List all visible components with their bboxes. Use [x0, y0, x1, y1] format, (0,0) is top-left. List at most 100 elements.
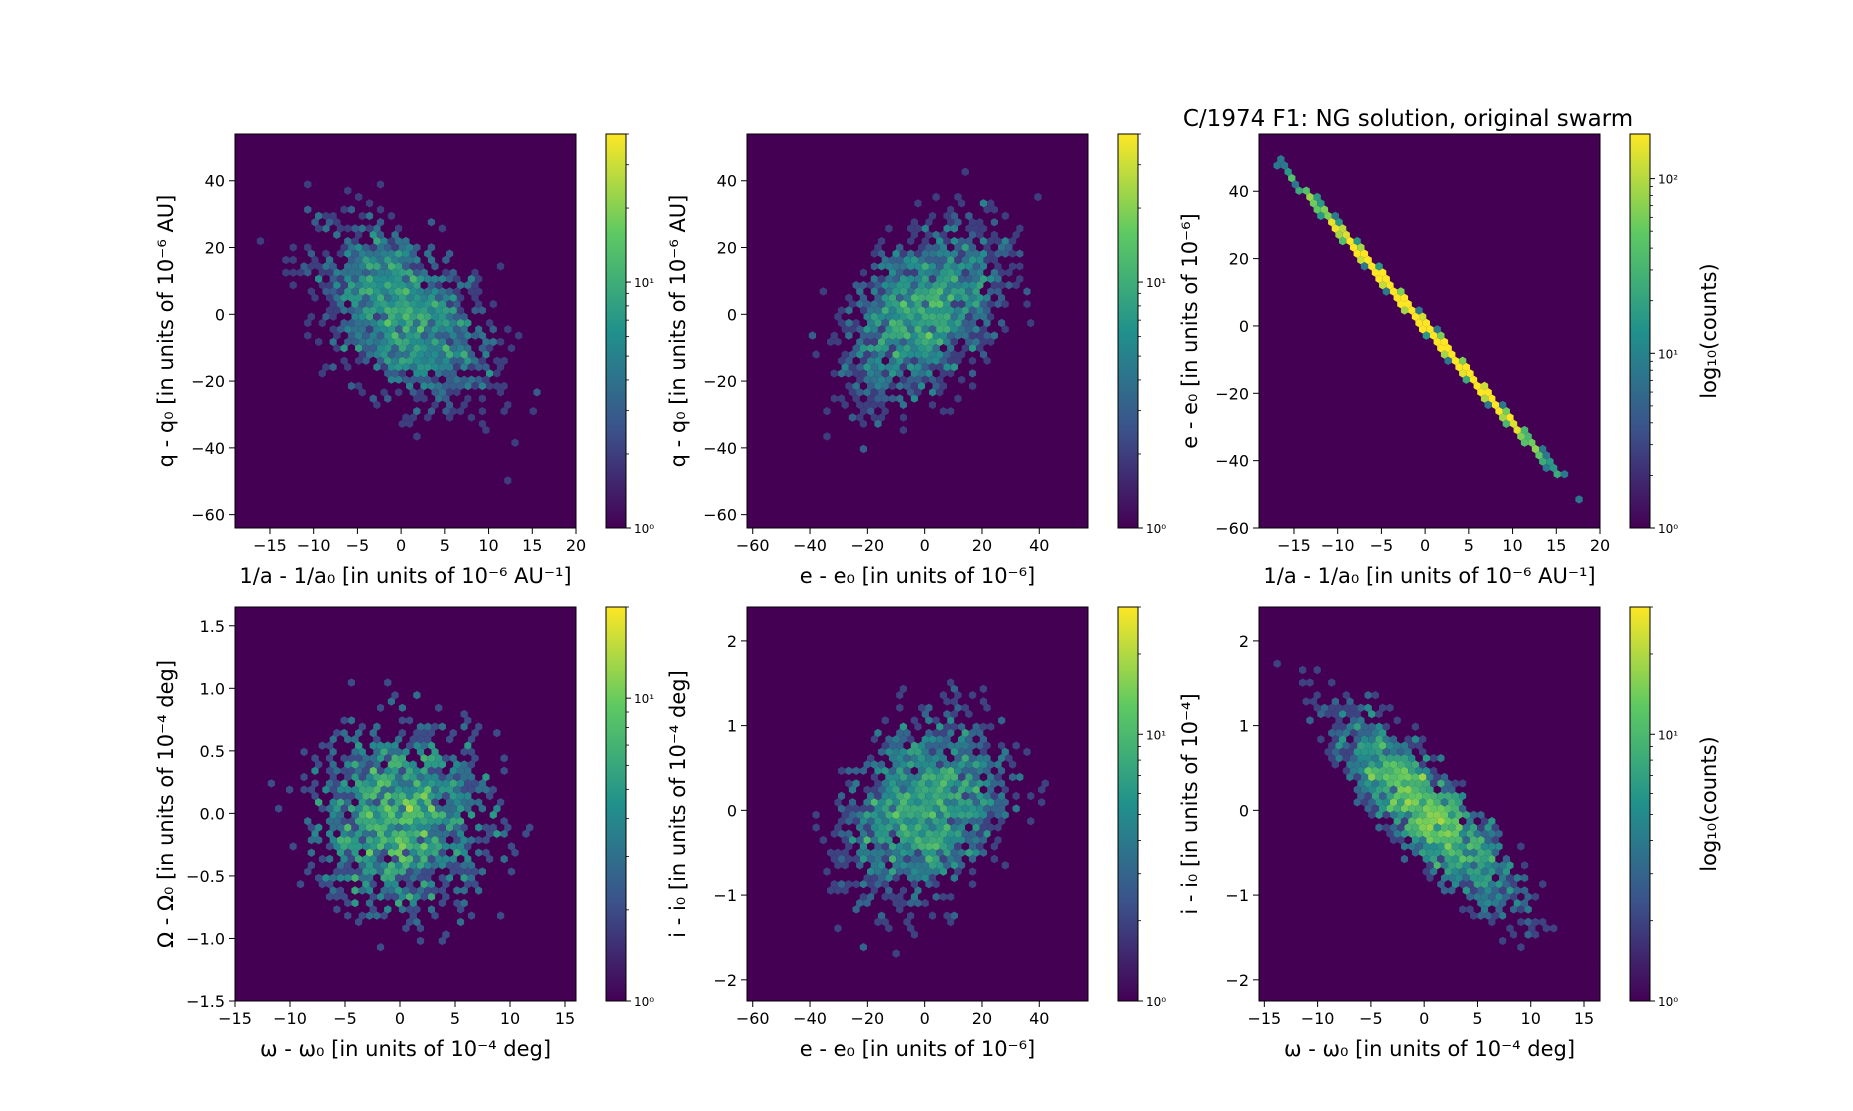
hexbin-cell — [954, 716, 962, 725]
hexbin-cell — [318, 880, 326, 889]
hexbin-cell — [848, 936, 857, 946]
hexbin-cell — [848, 760, 857, 769]
hexbin-cell — [925, 457, 933, 466]
hexbin-cell — [300, 785, 308, 794]
hexbin-cell — [340, 791, 348, 801]
hexbin-cell — [409, 362, 417, 372]
hexbin-cell — [453, 262, 461, 271]
hexbin-cell — [958, 236, 966, 246]
hexbin-cell — [304, 791, 312, 801]
x-tick-label: 5 — [450, 1009, 460, 1028]
hexbin-cell — [464, 817, 472, 826]
hexbin-cell — [489, 924, 497, 933]
hexbin-cell — [1408, 716, 1416, 725]
hexbin-cell — [979, 684, 988, 694]
hexbin-cell — [958, 299, 966, 309]
hexbin-cell — [307, 287, 315, 296]
hexbin-cell — [1386, 779, 1394, 788]
hexbin-cell — [358, 362, 366, 372]
hexbin-cell — [907, 709, 915, 719]
hexbin-cell — [376, 255, 385, 265]
hexbin-cell — [1484, 835, 1492, 845]
hexbin-cell — [979, 199, 988, 208]
hexbin-cell — [384, 293, 392, 302]
hexbin-cell — [968, 880, 977, 889]
hexbin-cell — [304, 293, 312, 302]
hexbin-cell — [304, 268, 312, 277]
hexbin-cell — [1371, 754, 1379, 763]
hexbin-cell — [990, 779, 998, 788]
hexbin-cell — [300, 848, 308, 857]
hexbin-cell — [536, 470, 545, 479]
hexbin-cell — [1016, 262, 1024, 271]
hexbin-cell — [921, 873, 929, 883]
hexbin-cell — [925, 192, 933, 202]
hexbin-cell — [420, 791, 428, 801]
hexbin-cell — [994, 772, 1002, 782]
hexbin-cell — [1284, 691, 1292, 700]
hexbin-cell — [1379, 741, 1387, 750]
hexbin-cell — [340, 728, 348, 738]
hexbin-cell — [990, 817, 998, 826]
hexbin-cell — [1052, 772, 1060, 782]
hexbin-cell — [373, 186, 381, 195]
hexbin-cell — [351, 236, 359, 246]
hexbin-cell — [870, 722, 878, 731]
hexbin-cell — [903, 369, 911, 378]
hexbin-cell — [877, 350, 886, 359]
x-tick-label: −5 — [346, 536, 370, 555]
hexbin-cell — [449, 880, 457, 889]
hexbin-cell — [1313, 716, 1321, 725]
hexbin-cell — [344, 760, 352, 769]
hexbin-cell — [1353, 798, 1361, 807]
hexbin-cell — [874, 381, 882, 391]
hexbin-cell — [1419, 848, 1427, 857]
hexbin-cell — [456, 318, 465, 328]
hexbin-cell — [471, 344, 479, 353]
hexbin-cell — [903, 407, 911, 416]
hexbin-cell — [442, 804, 450, 813]
hexbin-cell — [896, 691, 904, 700]
hexbin-cell — [939, 369, 948, 378]
hexbin-cell — [830, 369, 838, 378]
x-tick-label: 15 — [555, 1009, 575, 1028]
hexbin-cell — [918, 356, 926, 365]
hexbin-cell — [1517, 880, 1525, 889]
hexbin-cell — [1462, 835, 1470, 845]
hexbin-cell — [449, 331, 457, 340]
hexbin-cell — [500, 381, 508, 391]
hexbin-cell — [406, 779, 414, 788]
hexbin-cell — [870, 886, 878, 895]
hexbin-cell — [1335, 218, 1343, 227]
hexbin-cell — [340, 356, 348, 365]
hexbin-cell — [936, 835, 944, 845]
hexbin-cell — [489, 337, 497, 347]
hexbin-cell — [961, 842, 969, 851]
hexbin-cell — [954, 791, 962, 801]
hexbin-cell — [1342, 754, 1350, 763]
colorbar-tick-label: 10¹ — [634, 276, 654, 290]
hexbin-cell — [907, 287, 915, 296]
hexbin-cell — [358, 388, 366, 397]
hexbin-cell — [307, 835, 315, 845]
hexbin-cell — [870, 974, 878, 983]
hexbin-cell — [1397, 785, 1405, 794]
hexbin-cell — [493, 691, 501, 700]
hexbin-cell — [859, 268, 867, 277]
hexbin-cell — [936, 848, 944, 857]
hexbin-cell — [1524, 917, 1532, 927]
hexbin-cell — [456, 419, 465, 428]
hexbin-cell — [819, 362, 827, 372]
hexbin-cell — [874, 867, 882, 876]
hexbin-cell — [464, 243, 472, 252]
hexbin-cell — [478, 356, 486, 365]
hexbin-cell — [987, 211, 995, 221]
hexbin-cell — [387, 362, 395, 372]
hexbin-cell — [1291, 180, 1299, 189]
hexbin-cell — [987, 785, 995, 794]
hexbin-cell — [1491, 949, 1500, 958]
hexbin-cell — [413, 691, 421, 700]
hexbin-cell — [848, 388, 857, 397]
hexbin-cell — [1016, 672, 1024, 681]
hexbin-cell — [1404, 299, 1412, 309]
